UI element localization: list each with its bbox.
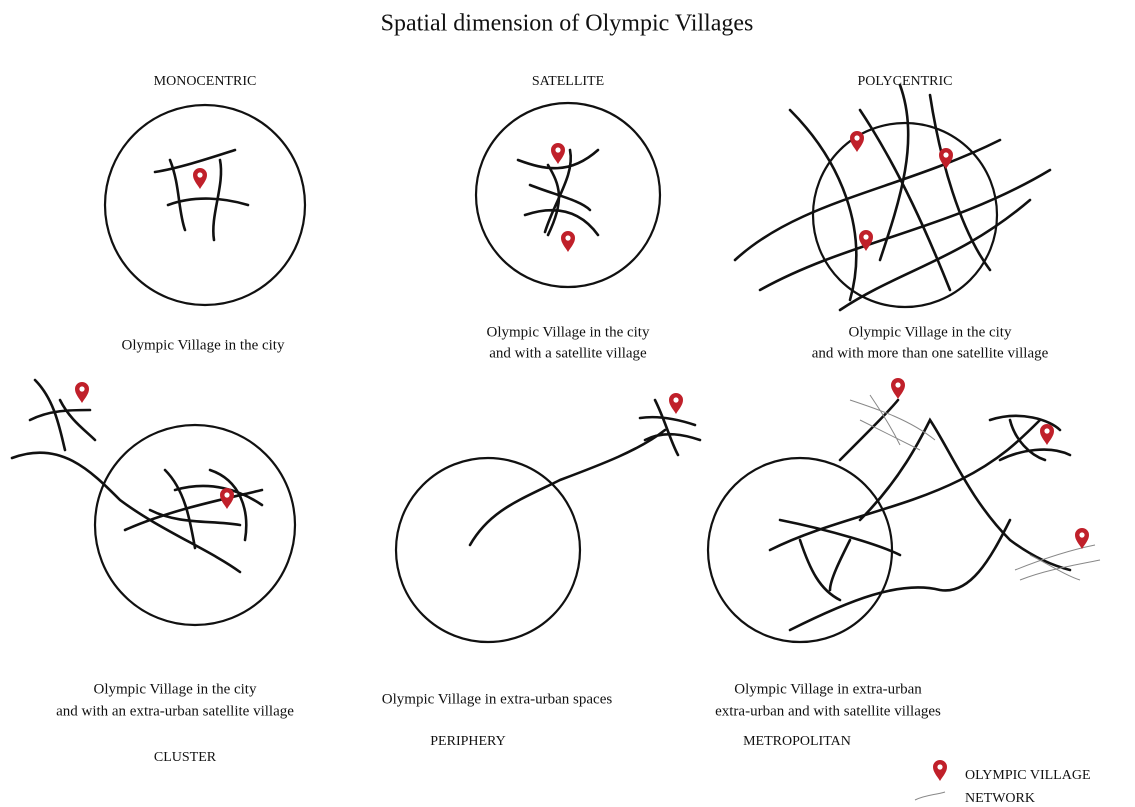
- panel-name: PERIPHERY: [430, 734, 505, 749]
- panel-name: SATELLITE: [532, 74, 604, 89]
- caption: and with an extra-urban satellite villag…: [56, 703, 294, 719]
- caption: Olympic Village in the city: [487, 324, 650, 340]
- caption: Olympic Village in the city: [849, 324, 1012, 340]
- caption: and with a satellite village: [489, 345, 647, 361]
- caption: Olympic Village in the city: [122, 337, 285, 353]
- title: Spatial dimension of Olympic Villages: [381, 11, 754, 37]
- panel-name: POLYCENTRIC: [857, 74, 952, 89]
- caption: Olympic Village in the city: [94, 681, 257, 697]
- caption: and with more than one satellite village: [812, 345, 1049, 361]
- panel-name: METROPOLITAN: [743, 734, 851, 749]
- legend-label: NETWORK: [965, 791, 1035, 806]
- caption: Olympic Village in extra-urban spaces: [382, 691, 613, 707]
- panel-name: CLUSTER: [154, 750, 217, 765]
- panel-name: MONOCENTRIC: [154, 74, 257, 89]
- legend-label: OLYMPIC VILLAGE: [965, 768, 1091, 783]
- caption: extra-urban and with satellite villages: [715, 703, 941, 719]
- caption: Olympic Village in extra-urban: [734, 681, 922, 697]
- drawings: [10, 83, 1101, 801]
